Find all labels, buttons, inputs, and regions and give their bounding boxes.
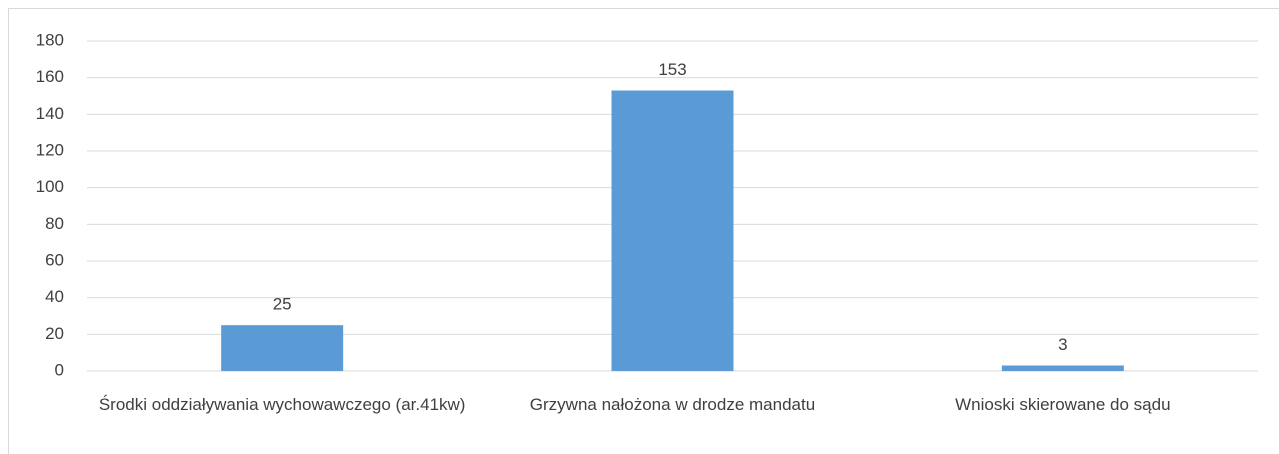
y-tick-label: 180 [36,30,64,49]
y-tick-label: 40 [45,287,64,306]
y-tick-label: 20 [45,324,64,343]
y-tick-label: 60 [45,250,64,269]
chart-border [8,8,1279,454]
bar [1001,365,1124,371]
y-tick-label: 160 [36,67,64,86]
x-tick-label: Grzywna nałożona w drodze mandatu [529,395,816,414]
y-tick-label: 120 [36,140,64,159]
y-tick-label: 140 [36,104,64,123]
y-tick-label: 0 [55,360,64,379]
x-tick-label: Wnioski skierowane do sądu [955,395,1171,414]
data-label: 153 [658,60,686,79]
x-tick-label: Środki oddziaływania wychowawczego (ar.4… [98,395,466,414]
y-tick-label: 80 [45,214,64,233]
data-label: 3 [1058,335,1067,354]
bar [611,90,734,371]
bar [221,325,344,371]
data-label: 25 [273,295,292,314]
y-tick-label: 100 [36,177,64,196]
